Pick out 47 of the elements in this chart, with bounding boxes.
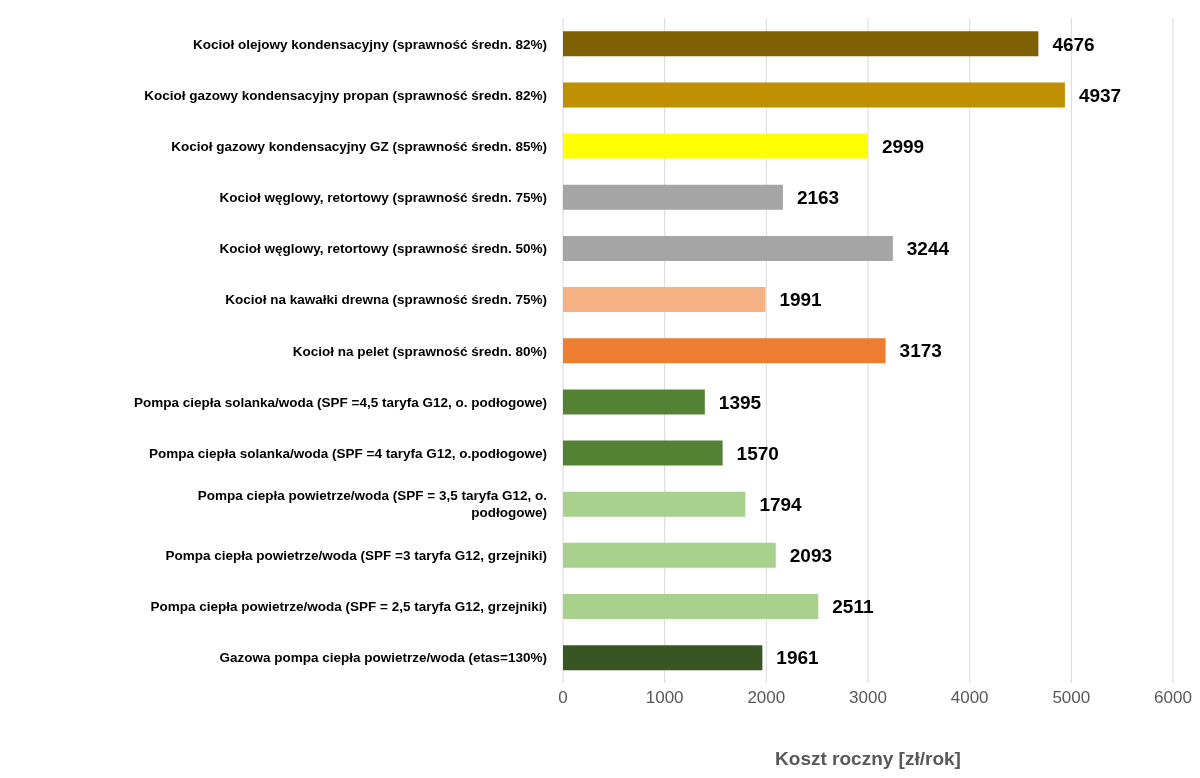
- data-label: 1794: [759, 493, 803, 515]
- data-label: 2163: [796, 187, 840, 209]
- data-label: 4676: [1052, 33, 1095, 55]
- y-tick-label: Kocioł na kawałki drewna (sprawność średn. 75%): [225, 291, 547, 307]
- data-label: 3244: [906, 238, 950, 260]
- x-tick-label: 2000: [747, 688, 786, 708]
- data-label: 2093: [789, 545, 833, 567]
- bar: [563, 82, 1065, 108]
- bar: [563, 133, 868, 159]
- data-label: 2999: [881, 135, 925, 157]
- bar: [563, 31, 1039, 57]
- x-tick-label: 5000: [1052, 688, 1091, 708]
- data-label: 1570: [736, 442, 779, 464]
- data-label: 2511: [832, 596, 874, 618]
- y-tick-label: Pompa ciepła powietrze/woda (SPF =3 taryfa G12, grzejniki): [165, 547, 547, 563]
- bar: [563, 389, 705, 415]
- y-tick-label: Kocioł olejowy kondensacyjny (sprawność średn. 82%): [192, 36, 547, 52]
- y-tick-label: Kocioł gazowy kondensacyjny propan (sprawność średn. 82%): [144, 87, 547, 103]
- x-tick-label: 6000: [1154, 688, 1192, 708]
- data-label: 1961: [776, 647, 820, 669]
- y-tick-label: Pompa ciepła powietrze/woda (SPF = 3,5 taryfa G12, o. podłogowe): [197, 487, 547, 520]
- x-axis-title: Koszt roczny [zł/rok]: [775, 748, 961, 769]
- bar: [563, 645, 763, 671]
- y-tick-label: Kocioł węglowy, retortowy (sprawność średn. 75%): [219, 189, 547, 205]
- bar: [563, 184, 783, 210]
- y-tick-label: Pompa ciepła solanka/woda (SPF =4 taryfa G12, o.podłogowe): [149, 445, 547, 461]
- y-tick-label: Kocioł gazowy kondensacyjny GZ (sprawność średn. 85%): [171, 138, 547, 154]
- bar: [563, 338, 886, 364]
- bar: [563, 287, 766, 313]
- x-tick-label: 1000: [645, 688, 684, 708]
- y-tick-label: Gazowa pompa ciepła powietrze/woda (etas=130%): [219, 649, 547, 665]
- y-tick-label: Pompa ciepła powietrze/woda (SPF = 2,5 taryfa G12, grzejniki): [150, 598, 547, 614]
- y-tick-label: Kocioł na pelet (sprawność średn. 80%): [292, 343, 547, 358]
- bar: [563, 593, 819, 619]
- data-label: 1395: [718, 391, 762, 413]
- bar: [563, 235, 893, 261]
- x-tick-label: 3000: [849, 688, 887, 708]
- bar: [563, 440, 723, 466]
- bar: [563, 542, 776, 568]
- data-label: 4937: [1078, 84, 1122, 106]
- x-tick-label: 0: [558, 688, 568, 708]
- y-tick-label: Pompa ciepła solanka/woda (SPF =4,5 taryfa G12, o. podłogowe): [134, 394, 547, 410]
- bar: [563, 491, 746, 517]
- data-label: 1991: [779, 289, 823, 311]
- x-tick-label: 4000: [950, 688, 989, 708]
- data-label: 3173: [899, 340, 942, 362]
- y-tick-label: Kocioł węglowy, retortowy (sprawność średn. 50%): [219, 240, 547, 256]
